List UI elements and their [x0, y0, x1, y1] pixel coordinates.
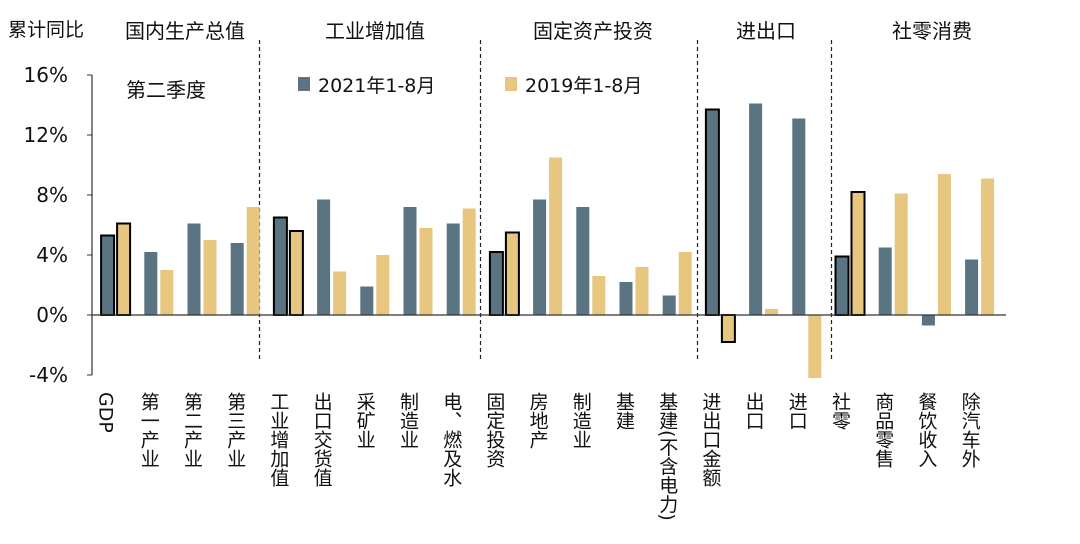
category-label: 第一产业: [138, 392, 160, 468]
bar: [446, 223, 460, 315]
category-label: GDP: [95, 392, 117, 433]
bar: [100, 234, 116, 316]
bar: [619, 282, 633, 315]
bar: [403, 207, 417, 315]
category-label: 出口: [743, 392, 765, 430]
category-label: 固定投资: [483, 392, 505, 468]
y-tick-label: 12%: [24, 123, 68, 147]
bar: [360, 286, 374, 315]
legend-swatch: [298, 77, 310, 91]
legend: 2021年1-8月 2019年1-8月: [298, 75, 642, 97]
bar: [965, 259, 979, 315]
bar: [720, 314, 736, 343]
category-label: 基建(不含电力): [656, 392, 678, 521]
category-label: 制造业: [397, 392, 419, 449]
bar: [894, 193, 908, 315]
bars: [100, 103, 995, 378]
y-tick-label: 4%: [36, 243, 68, 267]
bar: [850, 191, 866, 316]
category-label: 餐饮收入: [915, 392, 937, 468]
y-tick-label: 16%: [24, 63, 68, 87]
category-label: 基建: [613, 392, 635, 430]
bar: [878, 247, 892, 315]
bar: [230, 243, 244, 315]
bar: [533, 199, 547, 315]
category-labels: GDP 第一产业 第二产业 第三产业 工业增加值 出口交货值 采矿业 制造业 电、燃及水 固定投资…: [95, 392, 981, 521]
category-label: 除汽车外: [959, 392, 981, 468]
bar: [504, 231, 520, 316]
category-label: 工业增加值: [267, 392, 289, 487]
group-title: 国内生产总值: [125, 19, 245, 43]
group-title: 工业增加值: [325, 19, 425, 43]
legend-label: 2021年1-8月: [318, 75, 435, 97]
bar: [419, 228, 433, 315]
category-label: 社零: [829, 392, 851, 430]
legend-label: 2019年1-8月: [525, 75, 642, 97]
y-axis-title: 累计同比: [8, 19, 84, 41]
group-title: 社零消费: [892, 19, 972, 43]
bar: [678, 252, 692, 315]
bar: [333, 271, 347, 315]
bar: [808, 315, 822, 378]
bar: [749, 103, 763, 315]
axes: [91, 75, 1006, 375]
group-title: 进出口: [736, 19, 796, 43]
bar: [549, 157, 563, 315]
bar: [203, 240, 217, 315]
category-label: 第二产业: [181, 392, 203, 468]
category-label: 进出口金额: [699, 392, 721, 487]
bar: [662, 295, 676, 315]
category-label: 制造业: [570, 392, 592, 449]
group-notes: 第二季度: [126, 78, 206, 102]
category-label: 进口: [786, 392, 808, 430]
bar: [765, 309, 779, 315]
bar: [116, 222, 132, 316]
group-note: 第二季度: [126, 78, 206, 102]
bar: [488, 251, 504, 316]
bar: [635, 267, 649, 315]
legend-swatch: [505, 77, 517, 91]
bar: [834, 255, 850, 316]
y-tick-label: -4%: [29, 363, 68, 387]
bar: [462, 208, 476, 315]
bar: [704, 108, 720, 316]
category-label: 采矿业: [354, 392, 376, 449]
bar: [981, 178, 995, 315]
bar: [921, 315, 935, 326]
bar: [272, 216, 288, 316]
group-title: 固定资产投资: [533, 19, 653, 43]
bar: [376, 255, 390, 315]
bar: [576, 207, 590, 315]
category-label: 房地产: [527, 392, 549, 449]
bar: [187, 223, 201, 315]
bar: [246, 207, 260, 315]
bar: [792, 118, 806, 315]
bar: [160, 270, 174, 315]
category-label: 商品零售: [872, 392, 894, 468]
bar: [144, 252, 158, 315]
y-tick-label: 8%: [36, 183, 68, 207]
group-titles: 国内生产总值 工业增加值 固定资产投资 进出口 社零消费: [125, 19, 972, 43]
y-axis-ticks: -4% 0% 4% 8% 12% 16%: [24, 63, 92, 387]
category-label: 电、燃及水: [440, 392, 462, 487]
y-tick-label: 0%: [36, 303, 68, 327]
category-label: 出口交货值: [311, 392, 333, 487]
bar: [317, 199, 331, 315]
bar: [592, 276, 606, 315]
category-label: 第三产业: [224, 392, 246, 468]
bar: [937, 174, 951, 315]
bar: [288, 230, 304, 316]
